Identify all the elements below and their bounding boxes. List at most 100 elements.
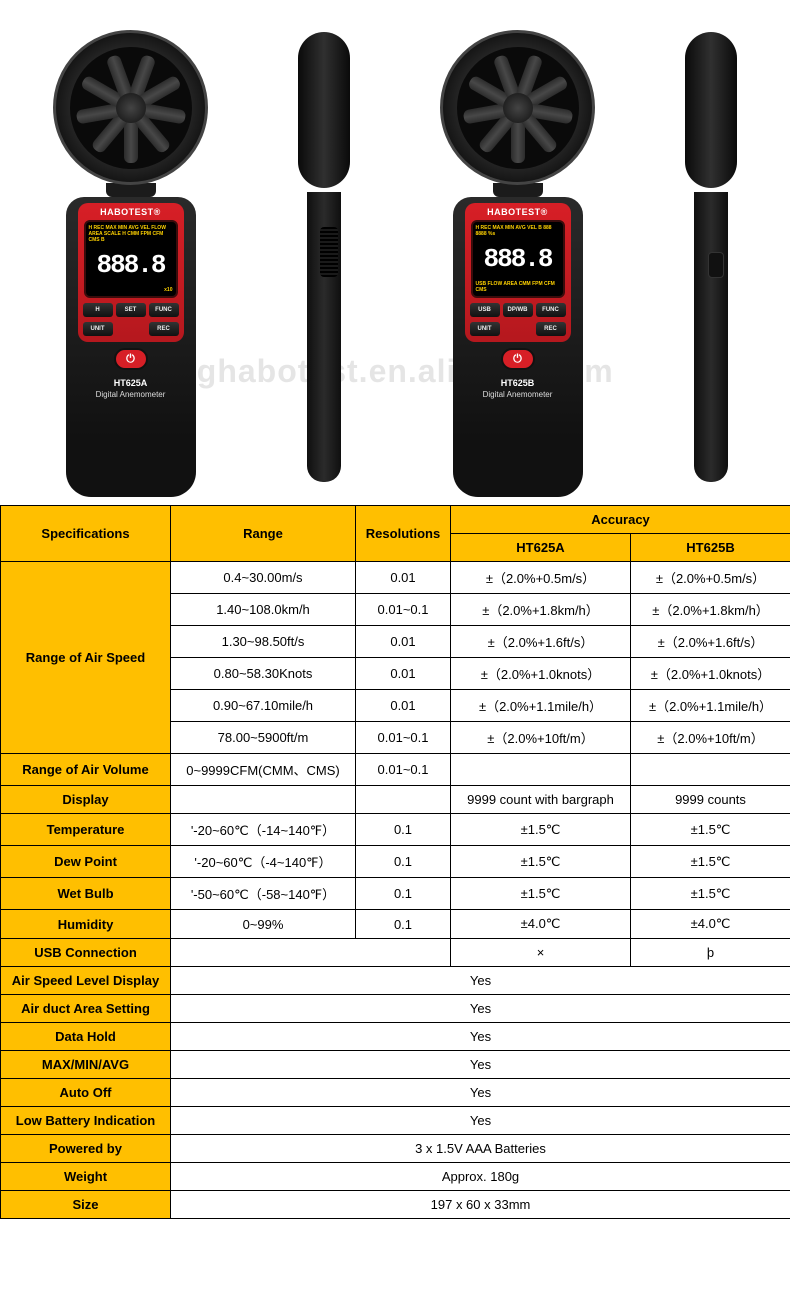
cell: 3 x 1.5V AAA Batteries — [171, 1135, 790, 1163]
cell: ±（2.0%+1.1mile/h） — [631, 690, 790, 722]
air-speed-label: Range of Air Speed — [1, 562, 171, 754]
cell: 0.1 — [356, 846, 451, 878]
dpwb-button: DP/WB — [503, 303, 533, 317]
table-row: Powered by3 x 1.5V AAA Batteries — [1, 1135, 790, 1163]
cell: 0~9999CFM(CMM、CMS) — [171, 754, 356, 786]
brand-label: HABOTEST® — [487, 207, 548, 217]
model-a-label: HT625A — [114, 378, 148, 388]
rec-button: REC — [536, 322, 566, 336]
row-label: Auto Off — [1, 1079, 171, 1107]
table-row: Range of Air Volume0~9999CFM(CMM、CMS)0.0… — [1, 754, 790, 786]
hold-button: H — [83, 303, 113, 317]
cell: 0.1 — [356, 878, 451, 910]
table-row: Low Battery IndicationYes — [1, 1107, 790, 1135]
table-row: Air duct Area SettingYes — [1, 995, 790, 1023]
cell: '-50~60℃（-58~140℉） — [171, 878, 356, 910]
cell — [356, 786, 451, 814]
power-button: ⏻ — [114, 348, 148, 370]
header-range: Range — [171, 506, 356, 562]
cell: 0.80~58.30Knots — [171, 658, 356, 690]
cell: 9999 counts — [631, 786, 790, 814]
cell: ±（2.0%+1.0knots） — [631, 658, 790, 690]
cell: 0.01 — [356, 690, 451, 722]
cell: Yes — [171, 1023, 790, 1051]
specifications-table: Specifications Range Resolutions Accurac… — [0, 505, 790, 1219]
cell: ±1.5℃ — [451, 878, 631, 910]
table-row: MAX/MIN/AVGYes — [1, 1051, 790, 1079]
cell: 9999 count with bargraph — [451, 786, 631, 814]
cell: ±4.0℃ — [631, 910, 790, 939]
table-row: Auto OffYes — [1, 1079, 790, 1107]
table-row: Size197 x 60 x 33mm — [1, 1191, 790, 1219]
table-row: Humidity0~99%0.1±4.0℃±4.0℃ — [1, 910, 790, 939]
table-row: Data HoldYes — [1, 1023, 790, 1051]
row-label: Humidity — [1, 910, 171, 939]
cell: ±（2.0%+1.0knots） — [451, 658, 631, 690]
cell: 0.01~0.1 — [356, 594, 451, 626]
cell: 0.01 — [356, 658, 451, 690]
cell: ±（2.0%+1.1mile/h） — [451, 690, 631, 722]
table-row: Display 9999 count with bargraph9999 coun… — [1, 786, 790, 814]
cell: '-20~60℃（-14~140℉） — [171, 814, 356, 846]
cell: 0.01 — [356, 626, 451, 658]
brand-label: HABOTEST® — [100, 207, 161, 217]
cell: ±（2.0%+1.8km/h） — [631, 594, 790, 626]
cell: 1.40~108.0km/h — [171, 594, 356, 626]
set-button: SET — [116, 303, 146, 317]
cell — [171, 786, 356, 814]
row-label: Range of Air Volume — [1, 754, 171, 786]
row-label: Display — [1, 786, 171, 814]
table-row: Range of Air Speed0.4~30.00m/s0.01±（2.0%… — [1, 562, 790, 594]
table-row: Dew Point'-20~60℃（-4~140℉）0.1±1.5℃±1.5℃ — [1, 846, 790, 878]
cell: ±（2.0%+10ft/m） — [631, 722, 790, 754]
cell — [631, 754, 790, 786]
device-ht625b-front: HABOTEST® H REC MAX MIN AVG VEL B 888 88… — [440, 30, 595, 497]
usb-button: USB — [470, 303, 500, 317]
power-button: ⏻ — [501, 348, 535, 370]
row-label: Data Hold — [1, 1023, 171, 1051]
row-label: Weight — [1, 1163, 171, 1191]
table-row: Air Speed Level DisplayYes — [1, 967, 790, 995]
cell: 0.01~0.1 — [356, 754, 451, 786]
device-side-view-left — [298, 32, 350, 497]
cell: ±1.5℃ — [451, 846, 631, 878]
func-button: FUNC — [149, 303, 179, 317]
row-label: MAX/MIN/AVG — [1, 1051, 171, 1079]
model-b-label: HT625B — [501, 378, 535, 388]
cell: ±1.5℃ — [451, 814, 631, 846]
cell: ±（2.0%+1.6ft/s） — [451, 626, 631, 658]
unit-button: UNIT — [470, 322, 500, 336]
cell: 197 x 60 x 33mm — [171, 1191, 790, 1219]
func-button: FUNC — [536, 303, 566, 317]
header-resolutions: Resolutions — [356, 506, 451, 562]
cell: ±4.0℃ — [451, 910, 631, 939]
cell: ±1.5℃ — [631, 878, 790, 910]
cell: Yes — [171, 1107, 790, 1135]
usb-connection-row: USB Connection × þ — [1, 939, 790, 967]
cell: 78.00~5900ft/m — [171, 722, 356, 754]
cell: 1.30~98.50ft/s — [171, 626, 356, 658]
cell: ±（2.0%+10ft/m） — [451, 722, 631, 754]
cell: 0.01 — [356, 562, 451, 594]
cell: '-20~60℃（-4~140℉） — [171, 846, 356, 878]
fan-head — [53, 30, 208, 185]
device-side-view-right — [685, 32, 737, 497]
table-row: Temperature'-20~60℃（-14~140℉）0.1±1.5℃±1.… — [1, 814, 790, 846]
header-ht625a: HT625A — [451, 534, 631, 562]
cell: ±（2.0%+0.5m/s） — [631, 562, 790, 594]
header-ht625b: HT625B — [631, 534, 790, 562]
unit-button: UNIT — [83, 322, 113, 336]
cell: 0.90~67.10mile/h — [171, 690, 356, 722]
row-label: Air Speed Level Display — [1, 967, 171, 995]
row-label: Wet Bulb — [1, 878, 171, 910]
cell: 0.01~0.1 — [356, 722, 451, 754]
cell: 0~99% — [171, 910, 356, 939]
cell: ±1.5℃ — [631, 846, 790, 878]
row-label: Low Battery Indication — [1, 1107, 171, 1135]
row-label: Size — [1, 1191, 171, 1219]
header-specifications: Specifications — [1, 506, 171, 562]
cell: 0.1 — [356, 910, 451, 939]
model-subtitle: Digital Anemometer — [96, 390, 166, 399]
cell: ±1.5℃ — [631, 814, 790, 846]
row-label: Dew Point — [1, 846, 171, 878]
